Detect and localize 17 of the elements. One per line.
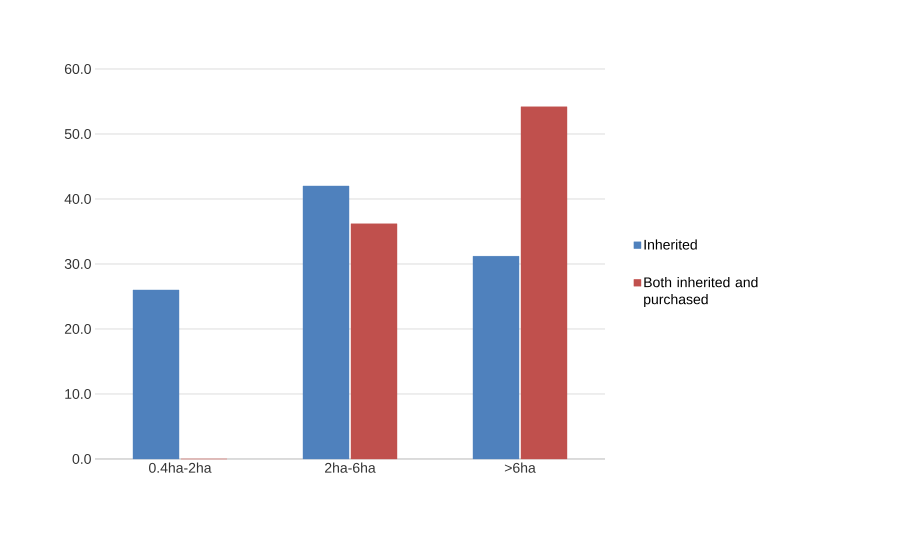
x-tick-label: 2ha-6ha	[325, 462, 376, 473]
y-tick-label: 10.0	[65, 389, 91, 399]
y-tick-label: 50.0	[64, 129, 91, 139]
legend-label: Inherited	[644, 239, 697, 250]
y-tick-label: 30.0	[64, 259, 91, 269]
bar	[472, 256, 520, 460]
y-tick-label: 0.0	[72, 454, 91, 464]
y-tick-label: 40.0	[64, 194, 91, 204]
legend-label: Both inherited and purchased	[644, 276, 758, 308]
x-tick-label: >6ha	[504, 462, 536, 473]
bar	[350, 223, 398, 460]
y-tick-label: 20.0	[64, 324, 91, 334]
bar	[132, 290, 180, 460]
y-tick-label: 60.0	[64, 64, 91, 74]
x-tick-label: 0.4ha-2ha	[149, 462, 212, 473]
bar	[302, 186, 350, 460]
bar	[520, 106, 568, 460]
